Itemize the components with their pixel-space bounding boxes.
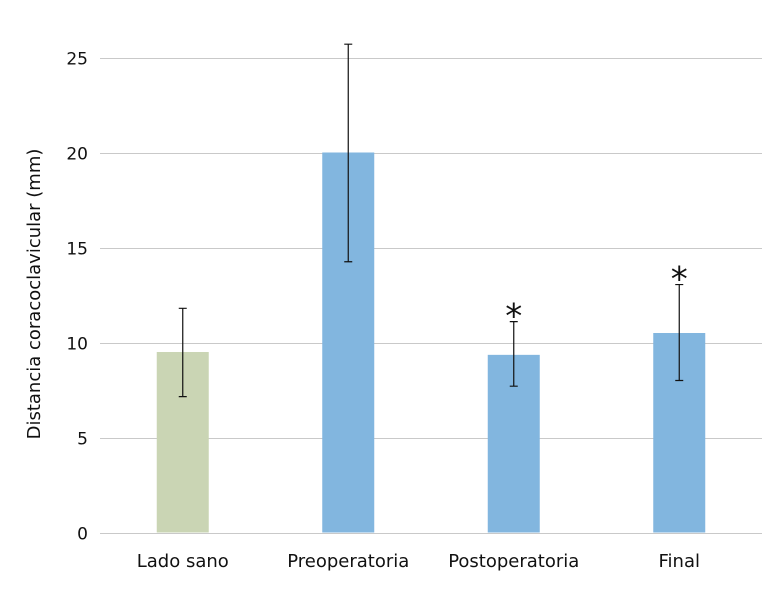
y-tick-label: 15 [66, 240, 88, 260]
significance-asterisk: * [671, 260, 688, 300]
significance-markers: ** [505, 260, 688, 337]
y-axis-title: Distancia coracoclavicular (mm) [24, 149, 45, 440]
x-category-label: Lado sano [137, 551, 229, 572]
y-tick-label: 5 [77, 430, 88, 450]
y-tick-label: 0 [77, 525, 88, 545]
bars [156, 152, 706, 533]
x-category-label: Postoperatoria [448, 551, 579, 572]
x-axis-labels: Lado sano Preoperatoria Postoperatoria Fina… [137, 551, 700, 572]
y-tick-label: 25 [66, 50, 88, 70]
y-axis-ticks: 0 5 10 15 20 25 [66, 50, 88, 545]
grid-lines [100, 58, 762, 534]
x-category-label: Preoperatoria [287, 551, 409, 572]
x-category-label: Final [659, 551, 700, 572]
error-bar [675, 283, 684, 382]
error-bars [178, 43, 684, 398]
significance-asterisk: * [505, 297, 522, 337]
error-bar [178, 307, 187, 398]
y-tick-label: 10 [66, 335, 88, 355]
error-bar [344, 43, 353, 263]
y-tick-label: 20 [66, 145, 88, 165]
error-bar [509, 321, 518, 387]
